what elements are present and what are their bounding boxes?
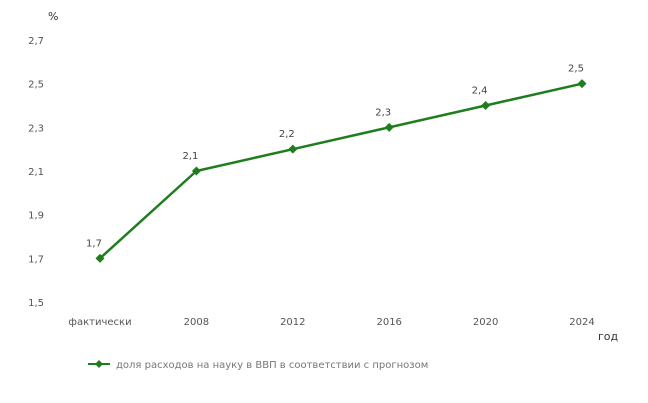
x-tick-label: фактически (68, 317, 131, 328)
data-point-marker (95, 253, 105, 263)
data-label: 2,5 (568, 64, 584, 75)
data-point-marker (577, 79, 587, 89)
x-tick-label: 2012 (280, 317, 305, 328)
data-label: 2,4 (472, 86, 488, 97)
y-tick-label: 2,3 (28, 123, 44, 134)
y-tick-label: 2,1 (28, 167, 44, 178)
series-line (99, 82, 583, 260)
y-tick-label: 1,9 (28, 211, 44, 222)
data-point-marker (191, 166, 201, 176)
x-unit-label: год (598, 330, 619, 343)
data-point-marker (384, 122, 394, 132)
x-axis-ticks: фактически 2008 2012 2016 2020 2024 (68, 317, 594, 328)
y-tick-label: 1,5 (28, 298, 44, 309)
y-tick-label: 1,7 (28, 254, 44, 265)
legend: доля расходов на науку в ВВП в соответст… (88, 360, 428, 371)
data-label: 2,3 (375, 107, 391, 118)
legend-label: доля расходов на науку в ВВП в соответст… (116, 360, 428, 371)
y-tick-label: 2,7 (28, 36, 44, 47)
y-tick-label: 2,5 (28, 80, 44, 91)
data-point-marker (288, 144, 298, 154)
x-tick-label: 2016 (376, 317, 401, 328)
x-tick-label: 2024 (569, 317, 594, 328)
x-tick-label: 2008 (184, 317, 209, 328)
plot-area: 1,7 2,1 2,2 2,3 2,4 2,5 (86, 64, 587, 263)
legend-marker-swatch (95, 360, 103, 368)
y-axis-ticks: 1,5 1,7 1,9 2,1 2,3 2,5 2,7 (28, 36, 44, 309)
data-label: 2,2 (279, 129, 295, 140)
data-point-marker (481, 101, 491, 110)
data-label: 2,1 (182, 151, 198, 162)
x-tick-label: 2020 (473, 317, 498, 328)
y-unit-label: % (48, 10, 58, 23)
data-label: 1,7 (86, 238, 102, 249)
